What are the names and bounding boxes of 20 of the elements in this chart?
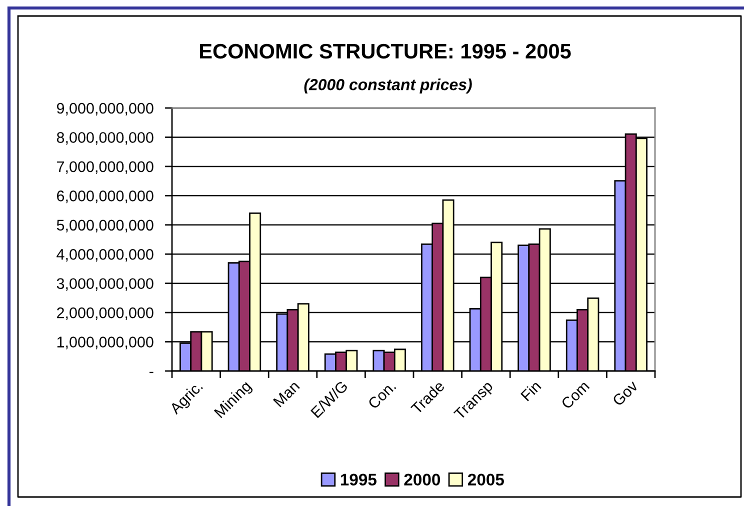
y-tick-label: 1,000,000,000	[57, 336, 154, 350]
chart-title: ECONOMIC STRUCTURE: 1995 - 2005	[200, 44, 571, 59]
legend-label: 1995	[340, 474, 377, 486]
x-tick-label: Man	[273, 380, 300, 408]
y-tick-label: 3,000,000,000	[56, 278, 154, 291]
legend-label: 2000	[404, 474, 440, 486]
y-tick-label: 5,000,000,000	[56, 220, 154, 232]
y-tick-label: 2,000,000,000	[57, 307, 154, 320]
y-tick-label: 4,000,000,000	[56, 248, 154, 262]
chart-subtitle: (2000 constant prices)	[304, 78, 472, 94]
x-tick-label: Gov	[612, 380, 639, 407]
x-tick-label: Com	[560, 380, 590, 410]
x-tick-label: Con.	[367, 380, 396, 410]
y-tick-label: 6,000,000,000	[57, 190, 154, 204]
legend-label: 2005	[468, 474, 504, 486]
y-tick-label: 8,000,000,000	[56, 132, 154, 145]
y-tick-label: 9,000,000,000	[56, 102, 154, 116]
y-tick-label: -	[150, 372, 154, 374]
x-tick-label: Fin	[520, 380, 542, 402]
y-tick-label: 7,000,000,000	[57, 161, 154, 174]
